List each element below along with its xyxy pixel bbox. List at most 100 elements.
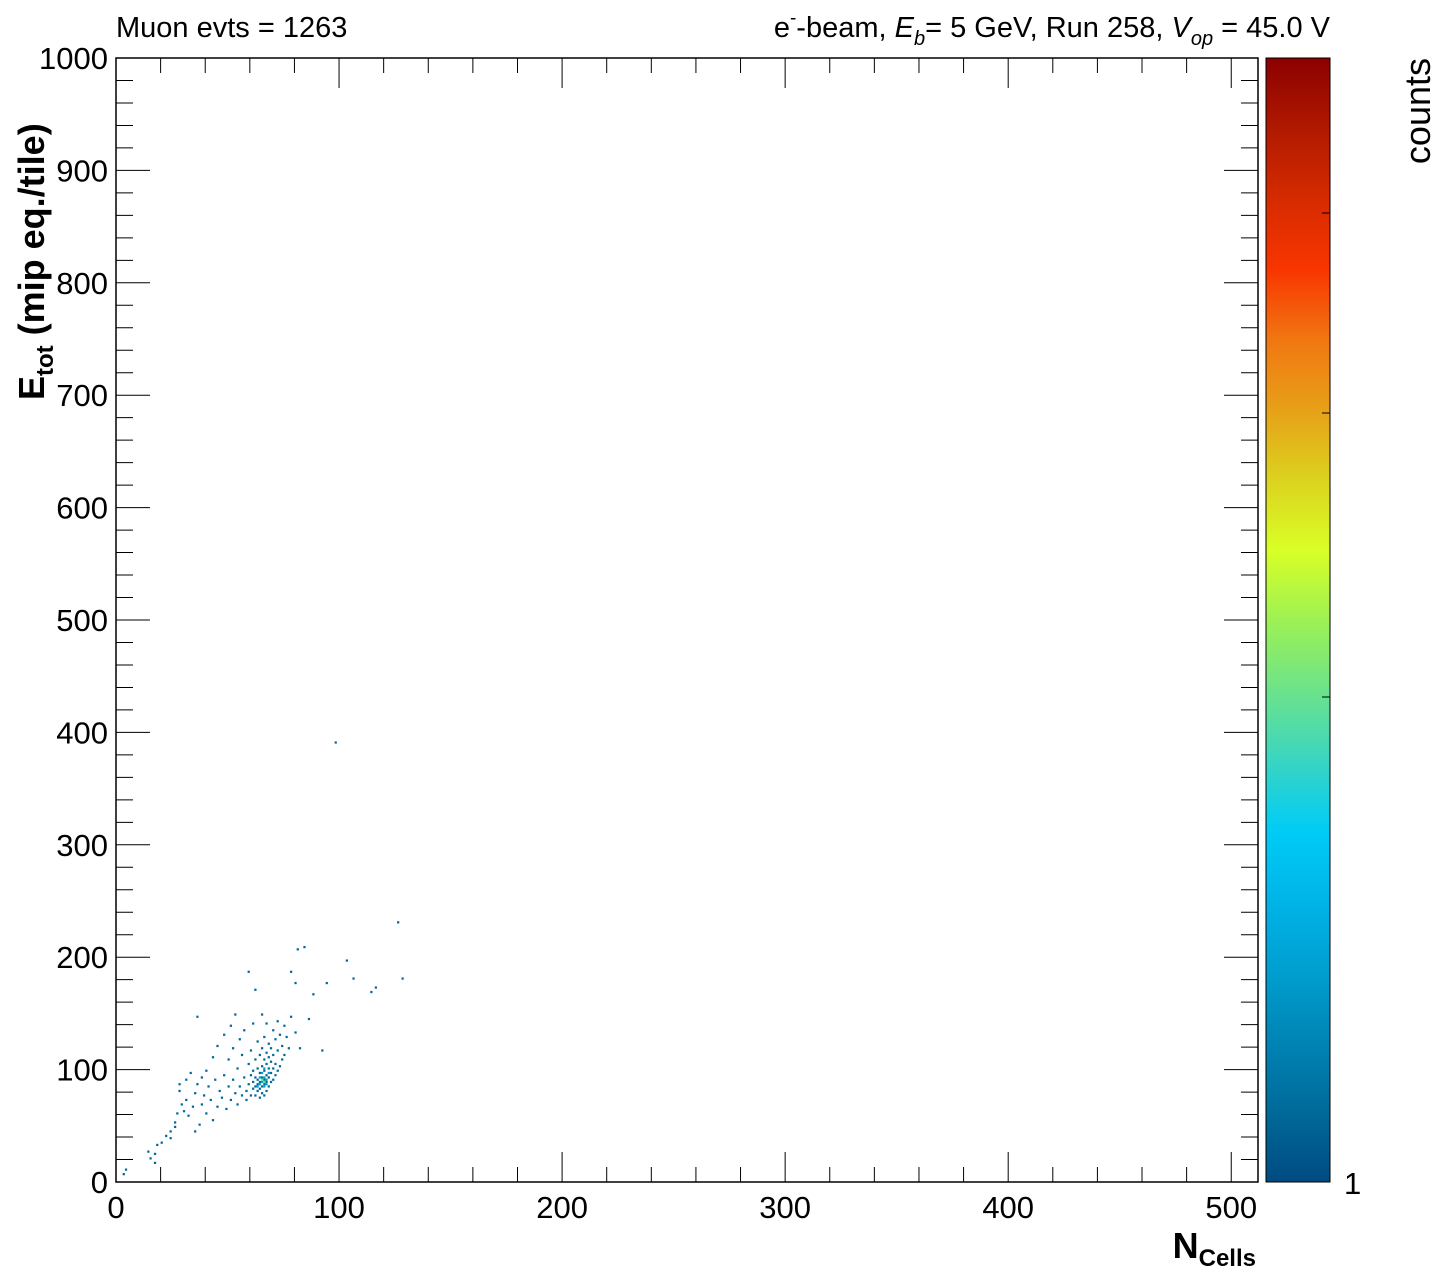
heatmap-cell [269,1080,273,1084]
heatmap-cell [194,1130,197,1133]
x-tick-label: 0 [107,1190,124,1225]
heatmap-cell [216,1105,219,1108]
heatmap-cell [180,1103,183,1106]
heatmap-cell [178,1083,181,1086]
heatmap-cell [256,1083,259,1086]
heatmap-cell [252,1022,255,1025]
heatmap-cell [272,1078,275,1081]
heatmap-cell [269,1071,273,1075]
heatmap-cell [269,1047,273,1050]
heatmap-cell [260,1047,264,1050]
heatmap-cell [265,1051,268,1054]
run-info-e-superscript: - [790,8,796,29]
heatmap-cell [289,1015,293,1018]
heatmap-cell [249,1074,253,1077]
heatmap-cell [267,1056,270,1059]
heatmap-cell [285,1035,288,1039]
y-tick-label: 900 [56,153,108,188]
heatmap-cell [223,1033,226,1036]
heatmap-cell [249,1049,253,1052]
heatmap-cell [147,1150,150,1153]
heatmap-cell [397,921,400,924]
heatmap-cell [187,1114,190,1117]
heatmap-cell [303,945,306,949]
heatmap-cell [296,948,299,951]
run-info-label: e--beam, Eb= 5 GeV, Run 258, Vop = 45.0 … [774,8,1331,50]
heatmap-cell [211,1056,215,1059]
heatmap-cell [307,1017,311,1021]
heatmap-cell [267,1067,270,1070]
heatmap-cell [176,1112,179,1115]
y-tick-label: 200 [56,940,108,975]
heatmap-cell [276,1069,279,1072]
heatmap-cell [211,1119,215,1122]
heatmap-cell [265,1080,268,1084]
heatmap-cell [258,1096,261,1099]
color-bar-min-label: 1 [1344,1166,1361,1201]
y-tick-label: 1000 [39,41,108,76]
run-info-energy-run: = 5 GeV, Run 258, [925,12,1171,44]
heatmap-cell [200,1103,203,1106]
heatmap-cell [321,1049,324,1052]
heatmap-cell [218,1089,221,1093]
heatmap-cells [122,741,404,1176]
heatmap-cell [216,1044,219,1048]
heatmap-cell [173,1125,177,1129]
heatmap-cell [173,1121,177,1124]
color-bar-title: counts [1397,58,1438,164]
y-axis-title-subscript: tot [32,345,59,376]
heatmap-cell [223,1074,226,1077]
heatmap-cell [281,1058,284,1061]
heatmap-cell [238,1085,241,1088]
heatmap-cell [312,993,315,996]
y-axis-title-main: E [11,376,52,400]
heatmap-cell [345,959,348,962]
heatmap-cell [263,1069,266,1072]
heatmap-cell [227,1058,230,1061]
heatmap-cell [254,988,257,991]
y-tick-label: 500 [56,603,108,638]
heatmap-cell [254,1085,257,1088]
heatmap-cell [243,1076,246,1079]
heatmap-cell [185,1098,188,1102]
run-info-beam: -beam, [796,12,894,44]
x-tick-label: 300 [759,1190,811,1225]
heatmap-cell [160,1141,163,1144]
heatmap-cell [196,1083,199,1086]
heatmap-cell [182,1110,186,1113]
x-tick-label: 400 [982,1190,1034,1225]
axis-ticks [115,57,1258,1183]
y-tick-label: 100 [56,1053,108,1088]
heatmap-cell [240,1053,244,1057]
heatmap-cell [202,1094,206,1097]
heatmap-cell [256,1067,259,1070]
run-info-e: e [774,12,790,44]
heatmap-cell [267,1071,270,1075]
heatmap-cell [265,1022,268,1025]
heatmap-cell [227,1085,230,1088]
heatmap-cell [260,1076,264,1079]
heatmap-cell [189,1071,192,1075]
heatmap-cell [267,1076,270,1079]
color-bar-gradient [1265,57,1331,1183]
heatmap-cell [374,986,377,989]
heatmap-cell [169,1130,172,1133]
heatmap-cell [260,1080,264,1084]
y-axis-title: Etot (mip eq./tile) [11,123,59,400]
x-tick-label: 100 [313,1190,365,1225]
x-tick-labels: 0 100 200 300 400 500 [107,1190,1257,1225]
heatmap-cell [256,1078,259,1081]
heatmap-cell [198,1123,201,1126]
heatmap-cell [265,1074,268,1077]
heatmap-cell [272,1029,275,1032]
heatmap-cell [252,1087,255,1090]
heatmap-cell [185,1078,188,1081]
heatmap-cell [263,1085,266,1088]
heatmap-cell [240,1094,244,1097]
heatmap-cell [247,970,250,973]
heatmap-cell [229,1024,232,1027]
heatmap-cell [194,1092,197,1095]
heatmap-cell [178,1089,181,1093]
heatmap-cell [260,1092,264,1095]
x-tick-label: 200 [536,1190,588,1225]
